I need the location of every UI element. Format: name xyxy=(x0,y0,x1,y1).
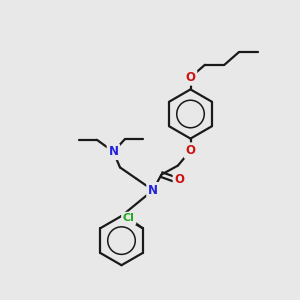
Text: O: O xyxy=(185,71,196,84)
Text: O: O xyxy=(174,172,184,186)
Text: N: N xyxy=(108,145,118,158)
Text: O: O xyxy=(185,144,196,157)
Text: Cl: Cl xyxy=(123,213,135,224)
Text: N: N xyxy=(148,184,158,197)
